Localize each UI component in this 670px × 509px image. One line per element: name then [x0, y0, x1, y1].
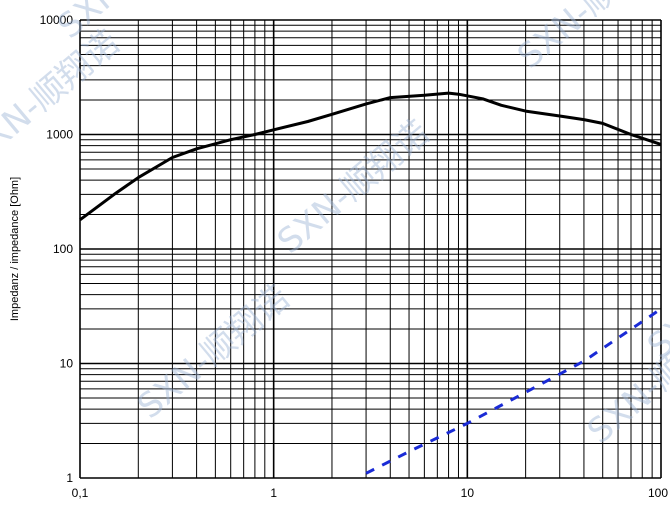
x-tick-label: 0,1	[72, 486, 89, 500]
watermark-text: SXN-顺翔诺	[50, 0, 217, 47]
major-gridlines	[79, 19, 662, 479]
y-tick-label: 10	[60, 357, 74, 371]
series-layer	[79, 91, 662, 475]
watermark-text: SXN-顺翔诺	[640, 218, 670, 367]
x-tick-label: 100	[648, 486, 668, 500]
y-tick-label: 1	[66, 471, 73, 485]
watermark-text: SXN-顺翔诺	[0, 23, 127, 172]
y-tick-label: 1000	[46, 128, 73, 142]
watermark-text: SXN-顺翔诺	[130, 278, 297, 427]
y-tick-label: 10000	[40, 13, 74, 27]
axis-labels: Impedanz / impedance [Ohm]	[9, 177, 21, 321]
x-tick-label: 1	[270, 486, 277, 500]
y-axis-label: Impedanz / impedance [Ohm]	[9, 177, 21, 321]
solid-series-line	[79, 91, 662, 222]
dashed-series-line	[365, 307, 662, 475]
x-tick-label: 10	[461, 486, 475, 500]
y-tick-label: 100	[53, 242, 73, 256]
